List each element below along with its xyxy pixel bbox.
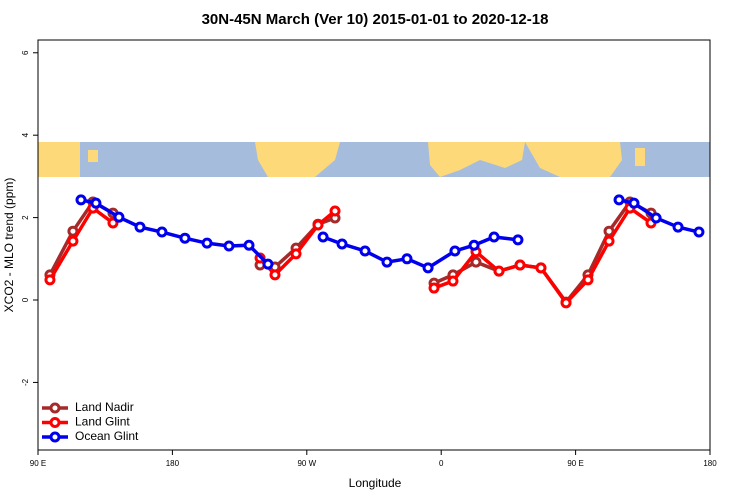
series-line [48, 199, 652, 305]
data-point [613, 194, 625, 206]
data-point [75, 194, 87, 206]
plot-frame [37, 39, 711, 451]
data-point [428, 282, 440, 294]
data-point [44, 274, 56, 286]
y-tick-label: 2 [21, 215, 30, 220]
data-point [336, 238, 348, 250]
y-tick-label: 6 [21, 50, 30, 55]
data-point [67, 235, 79, 247]
data-point [628, 197, 640, 209]
data-point [582, 274, 594, 286]
data-point [317, 231, 329, 243]
legend-marker [49, 402, 61, 414]
legend-marker [49, 431, 61, 443]
data-point [560, 297, 572, 309]
data-point [514, 259, 526, 271]
data-point [269, 269, 281, 281]
data-point [493, 265, 505, 277]
legend-label: Ocean Glint [75, 429, 139, 443]
data-point [312, 219, 324, 231]
data-point [113, 211, 125, 223]
chart-title: 30N-45N March (Ver 10) 2015-01-01 to 202… [202, 11, 549, 28]
data-point [156, 226, 168, 238]
data-point [535, 262, 547, 274]
data-point [422, 262, 434, 274]
data-point [201, 237, 213, 249]
x-tick-label: 90 W [297, 459, 316, 468]
data-point [134, 221, 146, 233]
data-point [179, 232, 191, 244]
data-point [359, 245, 371, 257]
legend-label: Land Glint [75, 415, 130, 429]
y-tick-label: 0 [21, 297, 30, 302]
data-point [470, 256, 482, 268]
y-axis-label: XCO2 - MLO trend (ppm) [2, 178, 16, 313]
x-tick-label: 90 E [567, 459, 583, 468]
map-band [38, 142, 710, 177]
x-tick-label: 180 [703, 459, 717, 468]
data-point [262, 258, 274, 270]
y-tick-label: 4 [21, 132, 30, 137]
data-point [603, 235, 615, 247]
data-point [243, 239, 255, 251]
data-point [449, 245, 461, 257]
data-point [223, 240, 235, 252]
data-point [447, 275, 459, 287]
data-point [401, 253, 413, 265]
data-point [603, 225, 615, 237]
legend-label: Land Nadir [75, 400, 134, 414]
data-point [90, 197, 102, 209]
data-point [650, 212, 662, 224]
y-tick-label: -2 [21, 378, 30, 386]
data-point [512, 234, 524, 246]
data-point [693, 226, 705, 238]
legend-marker [49, 417, 61, 428]
x-tick-label: 0 [439, 459, 444, 468]
data-point [381, 256, 393, 268]
x-tick-label: 90 E [30, 459, 46, 468]
data-point [290, 248, 302, 260]
data-point [672, 221, 684, 233]
data-point [488, 231, 500, 243]
data-point [468, 239, 480, 251]
x-axis-label: Longitude [349, 476, 402, 490]
x-tick-label: 180 [166, 459, 180, 468]
data-point [329, 205, 341, 217]
